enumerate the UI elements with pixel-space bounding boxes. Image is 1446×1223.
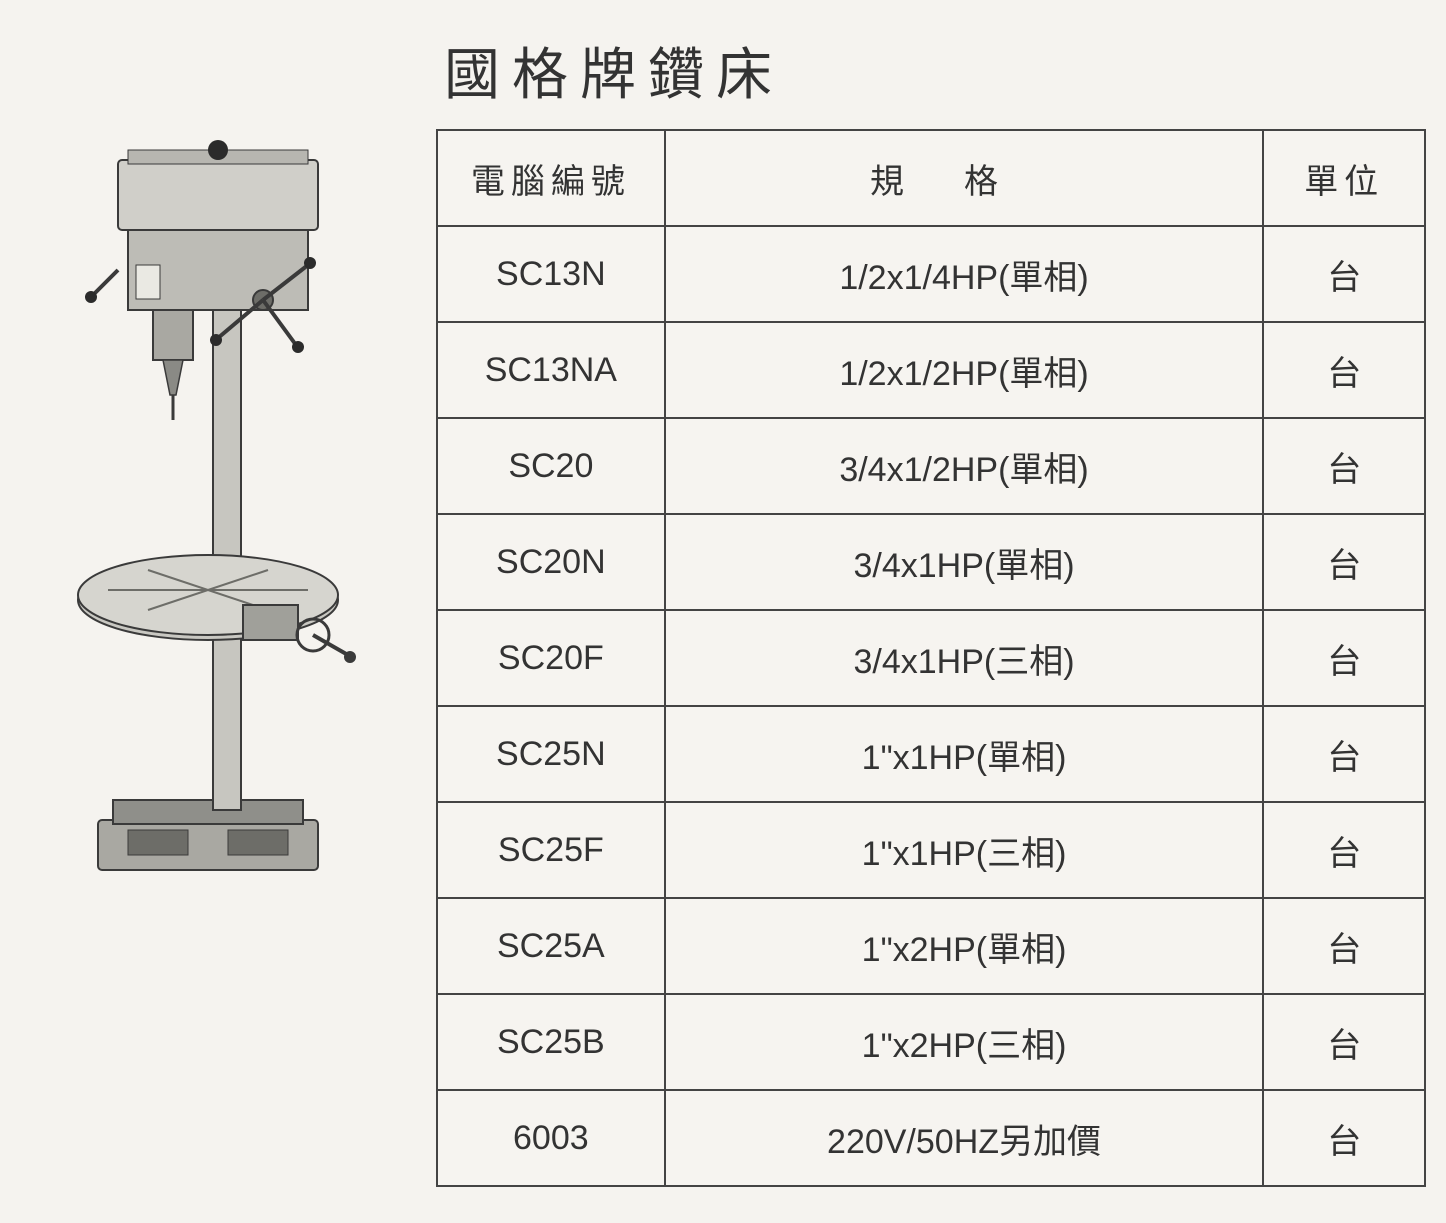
cell-unit: 台 — [1263, 1090, 1425, 1186]
cell-code: SC20F — [437, 610, 665, 706]
table-row: SC25N1"x1HP(單相)台 — [437, 706, 1425, 802]
table-row: SC25B1"x2HP(三相)台 — [437, 994, 1425, 1090]
cell-unit: 台 — [1263, 418, 1425, 514]
cell-code: SC13N — [437, 226, 665, 322]
cell-code: SC20N — [437, 514, 665, 610]
cell-unit: 台 — [1263, 706, 1425, 802]
drill-press-image — [58, 100, 378, 900]
table-row: SC203/4x1/2HP(單相)台 — [437, 418, 1425, 514]
cell-spec: 1"x1HP(三相) — [665, 802, 1264, 898]
cell-unit: 台 — [1263, 226, 1425, 322]
cell-spec: 3/4x1/2HP(單相) — [665, 418, 1264, 514]
cell-code: SC25B — [437, 994, 665, 1090]
table-row: SC20F3/4x1HP(三相)台 — [437, 610, 1425, 706]
table-body: SC13N1/2x1/4HP(單相)台SC13NA1/2x1/2HP(單相)台S… — [437, 226, 1425, 1186]
col-header-unit: 單位 — [1263, 130, 1425, 226]
cell-unit: 台 — [1263, 514, 1425, 610]
illustration-column — [20, 30, 416, 1193]
table-header-row: 電腦編號 規格 單位 — [437, 130, 1425, 226]
cell-spec: 1"x1HP(單相) — [665, 706, 1264, 802]
cell-unit: 台 — [1263, 322, 1425, 418]
spec-table: 電腦編號 規格 單位 SC13N1/2x1/4HP(單相)台SC13NA1/2x… — [436, 129, 1426, 1187]
page-title: 國格牌鑽床 — [436, 30, 1426, 111]
cell-code: SC25N — [437, 706, 665, 802]
table-row: SC25F1"x1HP(三相)台 — [437, 802, 1425, 898]
table-row: SC20N3/4x1HP(單相)台 — [437, 514, 1425, 610]
col-header-code: 電腦編號 — [437, 130, 665, 226]
cell-code: 6003 — [437, 1090, 665, 1186]
cell-code: SC13NA — [437, 322, 665, 418]
cell-spec: 3/4x1HP(單相) — [665, 514, 1264, 610]
cell-unit: 台 — [1263, 802, 1425, 898]
cell-unit: 台 — [1263, 994, 1425, 1090]
cell-unit: 台 — [1263, 610, 1425, 706]
col-header-spec: 規格 — [665, 130, 1264, 226]
cell-code: SC25A — [437, 898, 665, 994]
cell-code: SC20 — [437, 418, 665, 514]
cell-spec: 1"x2HP(單相) — [665, 898, 1264, 994]
table-row: SC25A1"x2HP(單相)台 — [437, 898, 1425, 994]
cell-spec: 1/2x1/4HP(單相) — [665, 226, 1264, 322]
cell-spec: 220V/50HZ另加價 — [665, 1090, 1264, 1186]
content-column: 國格牌鑽床 電腦編號 規格 單位 SC13N1/2x1/4HP(單相)台SC13… — [416, 30, 1426, 1193]
cell-spec: 1"x2HP(三相) — [665, 994, 1264, 1090]
cell-unit: 台 — [1263, 898, 1425, 994]
table-row: SC13N1/2x1/4HP(單相)台 — [437, 226, 1425, 322]
table-row: 6003220V/50HZ另加價台 — [437, 1090, 1425, 1186]
cell-spec: 3/4x1HP(三相) — [665, 610, 1264, 706]
table-row: SC13NA1/2x1/2HP(單相)台 — [437, 322, 1425, 418]
cell-code: SC25F — [437, 802, 665, 898]
cell-spec: 1/2x1/2HP(單相) — [665, 322, 1264, 418]
